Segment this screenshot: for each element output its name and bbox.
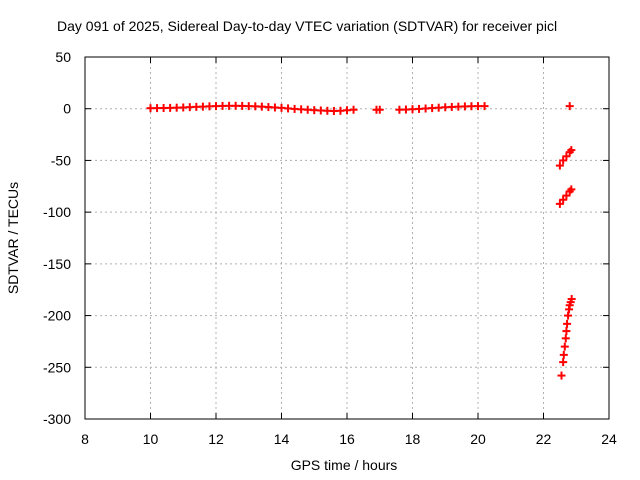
x-tick-label: 10 [143,431,159,447]
x-tick-label: 22 [536,431,552,447]
data-point [562,327,571,336]
x-tick-label: 18 [405,431,421,447]
x-tick-label: 20 [470,431,486,447]
x-tick-label: 12 [208,431,224,447]
y-tick-label: -200 [43,308,71,324]
data-point [557,371,566,380]
x-axis-label: GPS time / hours [291,457,398,473]
x-tick-label: 16 [339,431,355,447]
data-point [561,334,570,343]
x-tick-label: 24 [601,431,617,447]
chart-title: Day 091 of 2025, Sidereal Day-to-day VTE… [57,18,558,34]
data-point [562,191,571,200]
data-point [563,319,572,328]
data-point [480,102,489,111]
data-point [562,152,571,161]
y-tick-label: -250 [43,359,71,375]
data-point [567,185,576,194]
tick-layer: 8 10 12 14 16 18 20 22 24 50 0 -50 -100 -150 -200 -250 -… [43,49,617,447]
data-point [559,195,568,204]
x-tick-label: 8 [81,431,89,447]
y-tick-label: 0 [63,101,71,117]
data-marks [146,101,576,380]
data-point [559,358,568,367]
x-tick-label: 14 [274,431,290,447]
y-tick-label: -300 [43,411,71,427]
data-point [567,295,576,304]
y-tick-label: -100 [43,204,71,220]
data-point [559,350,568,359]
y-tick-label: 50 [55,49,71,65]
data-point [565,102,574,111]
data-point [349,105,358,114]
y-tick-label: -50 [51,152,71,168]
data-point [555,161,564,170]
y-tick-label: -150 [43,256,71,272]
y-axis-label: SDTVAR / TECUs [5,182,21,294]
data-point [555,199,564,208]
data-point [375,105,384,114]
data-point [559,156,568,165]
data-point [560,342,569,351]
data-point [567,146,576,155]
